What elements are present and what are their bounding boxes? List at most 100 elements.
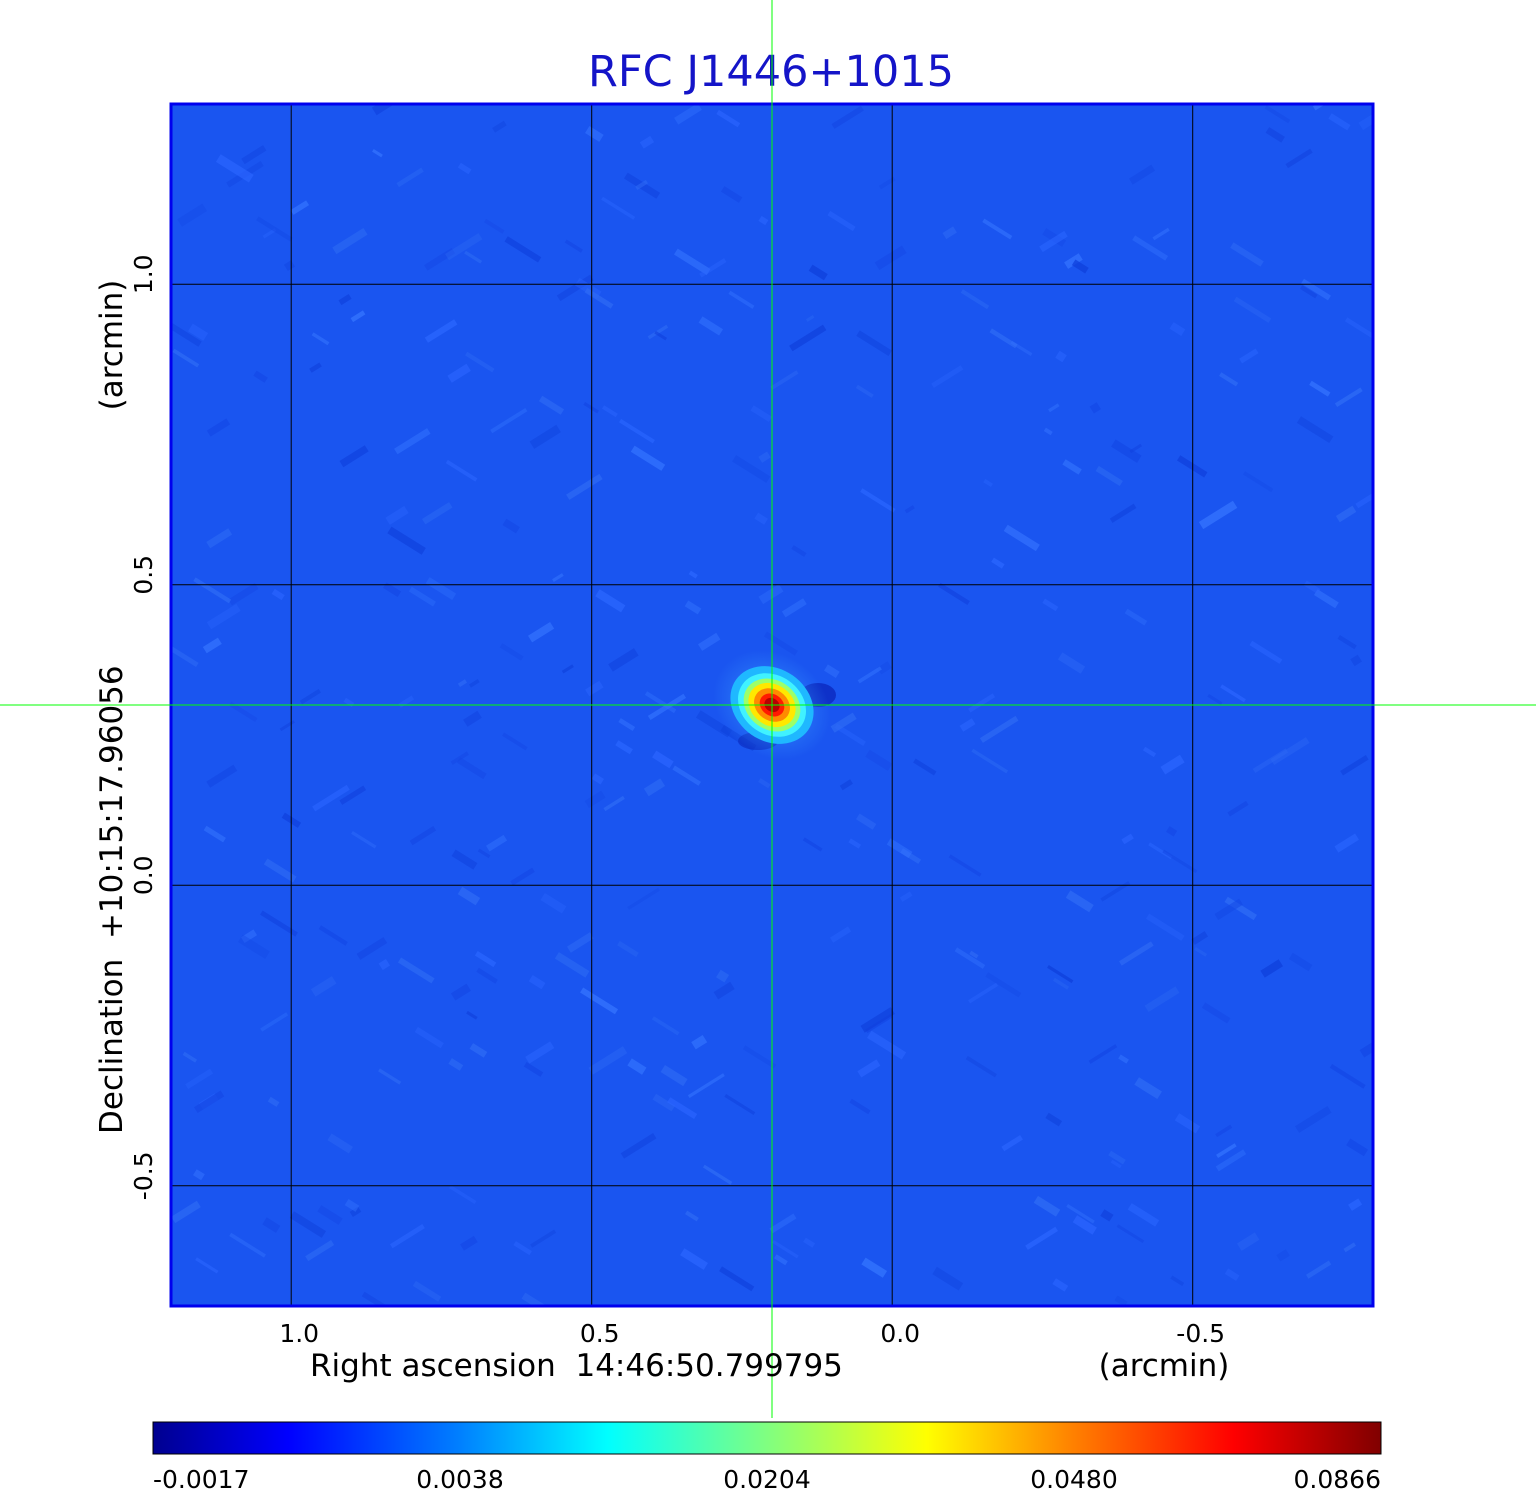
noise-patch xyxy=(564,239,583,253)
noise-patch xyxy=(830,712,857,733)
noise-patch xyxy=(305,1240,335,1262)
noise-patch xyxy=(697,632,721,651)
noise-patch xyxy=(177,203,208,227)
colorbar-tick-label: 0.0204 xyxy=(723,1465,810,1494)
noise-patch xyxy=(808,264,828,281)
noise-patch xyxy=(260,910,298,937)
noise-patch xyxy=(1162,849,1198,874)
noise-patch xyxy=(271,588,285,601)
noise-patch xyxy=(1224,896,1257,921)
y-tick-labels: -0.5 0.0 0.5 1.0 xyxy=(129,254,158,1200)
noise-patch xyxy=(601,405,618,418)
x-axis-unit: (arcmin) xyxy=(1099,1348,1230,1384)
noise-patch xyxy=(229,1232,266,1258)
noise-patch xyxy=(982,218,1013,240)
noise-patch xyxy=(448,1058,464,1071)
x-axis-label: Right ascension 14:46:50.799795 xyxy=(310,1348,843,1384)
noise-patch xyxy=(750,405,773,422)
noise-patch xyxy=(680,1248,708,1270)
noise-patch xyxy=(789,324,827,352)
noise-patch xyxy=(396,167,424,188)
noise-patch xyxy=(654,330,668,341)
noise-patch xyxy=(263,858,297,883)
noise-patch xyxy=(1343,1242,1356,1253)
noise-patch xyxy=(425,577,457,600)
noise-patch xyxy=(311,332,330,346)
noise-patch xyxy=(351,831,377,849)
noise-patch xyxy=(525,1041,555,1064)
noise-patch xyxy=(627,1058,647,1075)
noise-patch xyxy=(716,109,741,128)
noise-patch xyxy=(772,1240,799,1259)
noise-patch xyxy=(732,455,771,483)
noise-patch xyxy=(720,186,743,203)
noise-patch xyxy=(831,105,864,129)
noise-patch xyxy=(1344,317,1373,341)
noise-patch xyxy=(647,324,669,340)
noise-patch xyxy=(900,848,922,864)
noise-patch xyxy=(468,679,480,688)
noise-patch xyxy=(618,418,655,444)
noise-patch xyxy=(855,813,877,830)
noise-patch xyxy=(566,932,594,953)
noise-patch xyxy=(585,680,604,697)
noise-patch xyxy=(1191,931,1209,945)
noise-patch xyxy=(867,1030,907,1060)
noise-patch xyxy=(1052,1278,1069,1292)
noise-patch xyxy=(510,867,535,886)
noise-patch xyxy=(627,887,660,910)
noise-patch xyxy=(691,1034,708,1050)
noise-patch xyxy=(716,969,730,983)
noise-patch xyxy=(931,365,964,388)
noise-patch xyxy=(886,838,913,859)
noise-patch xyxy=(1334,833,1359,853)
noise-patch xyxy=(283,260,295,272)
y-tick-label: -0.5 xyxy=(129,1151,158,1200)
noise-patch xyxy=(513,1241,532,1256)
noise-patch xyxy=(1033,1195,1061,1217)
noise-patch xyxy=(965,1055,997,1078)
noise-patch xyxy=(1110,1159,1122,1169)
noise-patch xyxy=(1145,913,1185,941)
noise-patch xyxy=(1215,1124,1233,1138)
noise-patch xyxy=(1340,754,1369,776)
noise-patch xyxy=(566,473,603,500)
colorbar-ramp xyxy=(152,1421,1382,1455)
noise-patch xyxy=(695,710,733,738)
noise-patch xyxy=(861,1257,888,1278)
noise-patch xyxy=(1119,941,1154,966)
noise-patch xyxy=(171,323,202,347)
noise-patch xyxy=(338,294,352,306)
noise-patch xyxy=(865,749,893,771)
noise-patch xyxy=(464,250,483,264)
noise-patch xyxy=(474,951,497,968)
noise-patch xyxy=(724,1094,756,1116)
noise-patch xyxy=(1219,372,1239,387)
noise-patch xyxy=(267,1096,280,1107)
noise-patch xyxy=(1166,826,1178,837)
noise-patch xyxy=(791,545,807,557)
noise-patch xyxy=(390,1224,425,1249)
noise-patch xyxy=(758,215,769,226)
noise-patch xyxy=(1288,952,1313,972)
noise-patch xyxy=(635,179,649,190)
noise-patch xyxy=(552,573,564,583)
noise-patch xyxy=(617,940,639,958)
noise-patch xyxy=(603,795,625,812)
noise-patch xyxy=(1170,1275,1185,1287)
noise-patch xyxy=(523,1062,544,1077)
y-tick-label: 0.0 xyxy=(129,855,158,895)
noise-patch xyxy=(989,328,1018,349)
noise-patch xyxy=(1003,524,1040,552)
x-tick-label: 0.0 xyxy=(880,1319,920,1348)
noise-patch xyxy=(1039,230,1068,253)
noise-patch xyxy=(256,216,293,242)
noise-patch xyxy=(457,162,472,175)
noise-patch xyxy=(857,1059,881,1078)
colorbar-tick-label: 0.0866 xyxy=(1294,1465,1381,1494)
noise-patch xyxy=(1088,1044,1118,1064)
noise-patch xyxy=(309,362,322,373)
noise-patch xyxy=(1309,380,1331,397)
noise-patch xyxy=(698,316,724,336)
